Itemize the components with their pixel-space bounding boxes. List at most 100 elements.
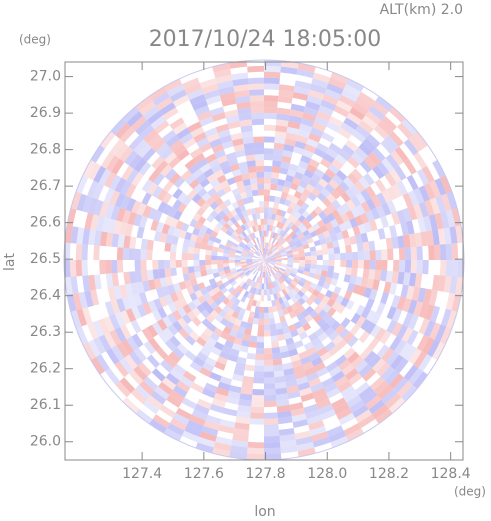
echo-cell — [268, 243, 272, 250]
echo-cell — [268, 207, 274, 214]
echo-cell — [289, 282, 296, 290]
echo-cell — [371, 195, 382, 208]
echo-cell — [161, 377, 177, 391]
echo-cell — [457, 260, 464, 278]
echo-cell — [258, 256, 264, 260]
echo-cell — [269, 256, 276, 259]
echo-cell — [263, 254, 264, 260]
echo-cell — [264, 248, 266, 255]
echo-cell — [303, 169, 314, 179]
echo-cell — [273, 142, 285, 150]
echo-cell — [396, 209, 406, 224]
echo-cell — [355, 315, 366, 328]
echo-cell — [351, 355, 364, 369]
echo-cell — [186, 419, 204, 432]
echo-cell — [98, 168, 112, 186]
echo-cell — [93, 165, 107, 183]
echo-cell — [119, 126, 136, 143]
echo-cell — [262, 260, 264, 266]
echo-cell — [188, 163, 200, 175]
echo-cell — [345, 244, 352, 253]
echo-cell — [244, 244, 251, 250]
echo-cell — [209, 403, 225, 414]
echo-cell — [282, 326, 291, 334]
echo-cell — [264, 255, 269, 260]
echo-cell — [407, 205, 418, 221]
echo-cell — [274, 286, 279, 294]
echo-cell — [201, 318, 212, 328]
echo-cell — [225, 321, 235, 330]
echo-cell — [236, 247, 243, 252]
echo-cell — [173, 144, 187, 157]
echo-cell — [151, 185, 163, 199]
echo-cell — [248, 265, 255, 271]
echo-cell — [109, 139, 125, 156]
echo-cell — [269, 261, 276, 263]
y-unit: (deg) — [19, 33, 51, 47]
echo-cell — [129, 271, 137, 284]
echo-cell — [308, 351, 320, 362]
echo-cell — [269, 195, 276, 203]
echo-cell — [299, 193, 308, 203]
echo-cell — [327, 247, 335, 255]
echo-cell — [322, 303, 332, 313]
echo-cell — [404, 247, 412, 260]
echo-cell — [240, 253, 247, 257]
echo-cell — [205, 305, 215, 315]
echo-cell — [260, 265, 263, 272]
echo-cell — [237, 186, 246, 194]
echo-cell — [109, 314, 121, 330]
echo-cell — [252, 269, 258, 275]
echo-cell — [105, 260, 112, 274]
echo-cell — [191, 99, 208, 111]
echo-cell — [276, 399, 290, 407]
echo-cell — [193, 253, 200, 260]
echo-cell — [130, 388, 147, 405]
echo-cell — [166, 423, 185, 436]
echo-cell — [238, 161, 248, 170]
echo-cell — [374, 327, 387, 341]
echo-cell — [193, 132, 207, 143]
echo-cell — [229, 348, 240, 357]
echo-cell — [193, 260, 200, 267]
echo-cell — [133, 139, 148, 155]
echo-cell — [235, 180, 245, 189]
echo-cell — [246, 352, 256, 360]
echo-cell — [257, 249, 262, 256]
echo-cell — [195, 336, 207, 347]
echo-cell — [440, 193, 452, 212]
echo-cell — [275, 256, 282, 259]
echo-cell — [81, 260, 89, 276]
echo-cell — [113, 220, 122, 235]
echo-cell — [123, 271, 131, 285]
echo-cell — [250, 207, 256, 215]
echo-cell — [116, 247, 124, 260]
echo-cell — [165, 276, 174, 286]
echo-cell — [249, 335, 258, 342]
echo-cell — [170, 292, 179, 303]
echo-cell — [291, 247, 299, 253]
echo-cell — [139, 380, 155, 396]
echo-cell — [175, 407, 192, 420]
echo-cell — [293, 204, 302, 212]
echo-cell — [279, 248, 286, 253]
echo-cell — [423, 320, 436, 338]
echo-cell — [343, 390, 359, 403]
echo-cell — [244, 270, 251, 276]
echo-cell — [151, 368, 166, 382]
echo-cell — [260, 271, 263, 278]
echo-cell — [304, 263, 311, 269]
echo-cell — [266, 249, 271, 256]
echo-cell — [111, 345, 125, 362]
echo-cell — [237, 212, 245, 220]
echo-cell — [316, 367, 329, 378]
echo-cell — [287, 254, 294, 258]
echo-cell — [385, 270, 393, 283]
echo-cell — [300, 118, 315, 128]
echo-cell — [169, 390, 185, 403]
echo-cell — [279, 315, 287, 323]
echo-cell — [311, 187, 321, 197]
echo-cell — [184, 425, 202, 437]
echo-cell — [234, 228, 242, 235]
echo-cell — [264, 388, 276, 396]
